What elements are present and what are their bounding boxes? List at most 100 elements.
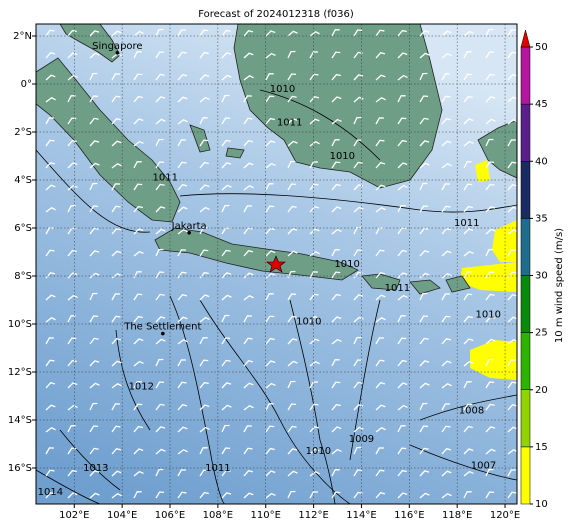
isobar-label: 1010 <box>270 84 295 95</box>
wind-barb <box>89 52 100 59</box>
wind-barb <box>353 74 364 81</box>
graticule <box>36 24 517 504</box>
map-title: Forecast of 2024012318 (f036) <box>198 9 354 20</box>
wind-barb <box>221 184 232 191</box>
wind-barb <box>441 140 452 147</box>
wind-barb <box>287 30 298 37</box>
wind-barb <box>265 492 276 499</box>
wind-barb <box>265 315 275 323</box>
wind-barb <box>397 404 408 411</box>
wind-barb <box>89 337 99 345</box>
wind-barb <box>177 206 188 213</box>
wind-barb <box>89 95 99 103</box>
wind-barb <box>45 207 56 213</box>
colorbar-segment <box>520 46 531 105</box>
wind-barb <box>265 470 276 477</box>
isobar-label: 1008 <box>459 405 484 416</box>
wind-barb <box>485 96 496 103</box>
wind-barb <box>331 183 341 191</box>
wind-barb <box>331 139 340 147</box>
wind-barb <box>419 492 430 499</box>
wind-barb <box>89 492 100 499</box>
wind-barb <box>45 249 55 257</box>
wind-barb <box>309 491 318 499</box>
wind-barb <box>463 205 473 213</box>
wind-barb <box>441 227 452 235</box>
wind-barb <box>199 51 209 59</box>
wind-barb <box>45 317 56 323</box>
wind-barb <box>177 73 188 81</box>
colorbar-segment <box>520 332 531 390</box>
wind-barb <box>331 381 341 389</box>
lat-tick-label: 2°N <box>13 31 32 42</box>
colorbar-tick-label: 50 <box>535 42 548 53</box>
wind-barb <box>441 73 450 81</box>
wind-barb <box>507 96 517 103</box>
wind-barb <box>243 447 253 455</box>
wind-barb <box>133 30 144 37</box>
wind-barb <box>243 272 254 279</box>
wind-barb <box>265 95 275 103</box>
colorbar: 10 15 20 25 30 35 40 45 50 10 m wind speed (m/s) <box>520 29 565 510</box>
wind-barb <box>287 448 298 455</box>
wind-barb <box>353 381 363 389</box>
wind-barb <box>375 469 385 477</box>
location-star <box>266 255 286 273</box>
wind-barb <box>67 492 78 499</box>
wind-barb <box>265 272 276 279</box>
wind-barb <box>485 51 495 59</box>
wind-barb <box>419 72 428 81</box>
lat-tick-label: 10°S <box>8 319 32 330</box>
wind-barb <box>67 139 77 147</box>
lon-tick-label: 114°E <box>346 510 376 521</box>
wind-barb <box>309 425 320 433</box>
colorbar-tick-label: 35 <box>535 213 548 224</box>
isobar-label: 1011 <box>152 173 177 184</box>
wind-barb <box>441 163 452 169</box>
wind-barb <box>507 491 517 499</box>
wind-barb <box>331 73 341 81</box>
wind-barb <box>419 30 430 37</box>
wind-barb <box>45 117 54 125</box>
wind-barb <box>507 206 517 213</box>
colorbar-segment <box>520 161 531 219</box>
wind-barb <box>199 359 209 367</box>
wind-barb <box>353 249 363 257</box>
wind-barb <box>441 425 451 433</box>
wind-barb <box>265 117 275 125</box>
wind-barb <box>199 184 210 191</box>
lon-tick-label: 112°E <box>298 510 328 521</box>
wind-barb <box>441 293 450 301</box>
wind-barb <box>45 337 54 345</box>
wind-barb <box>397 359 407 367</box>
place-label: Singapore <box>92 41 142 52</box>
wind-barb <box>177 139 186 147</box>
wind-barb <box>177 51 187 59</box>
wind-barb <box>89 360 100 367</box>
wind-barb <box>331 118 342 125</box>
lat-tick-label: 12°S <box>8 367 32 378</box>
lon-tick-label: 116°E <box>394 510 424 521</box>
wind-barb <box>441 183 450 191</box>
wind-barb <box>419 117 429 125</box>
isobar-label: 1012 <box>129 381 154 392</box>
wind-barb <box>397 337 407 345</box>
wind-barb <box>177 426 188 433</box>
wind-barb <box>441 403 450 411</box>
isobar-label: 1010 <box>306 446 331 457</box>
wind-barb <box>243 227 253 235</box>
wind-barb <box>155 73 165 81</box>
wind-barb <box>155 51 165 59</box>
wind-barb <box>287 380 296 389</box>
lat-tick-label: 2°S <box>14 127 32 138</box>
wind-barb <box>177 161 187 169</box>
wind-barb <box>419 447 429 455</box>
wind-barb <box>265 382 276 389</box>
wind-barb <box>155 381 165 389</box>
wind-barb <box>221 29 231 37</box>
wind-barb <box>133 403 143 411</box>
wind-barb <box>353 294 364 301</box>
wind-barb <box>111 403 120 411</box>
wind-barb <box>375 29 385 37</box>
wind-barb <box>463 228 474 235</box>
